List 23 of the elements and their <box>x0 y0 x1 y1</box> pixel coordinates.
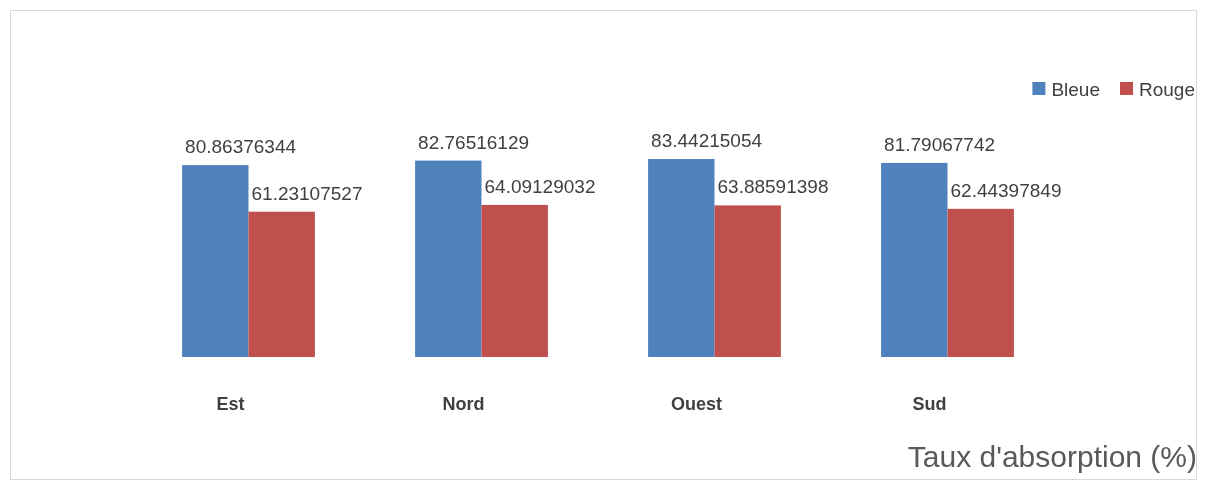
x-tick-label: Est <box>216 394 245 414</box>
data-label: 80.86376344 <box>185 136 297 158</box>
bar <box>182 165 249 357</box>
x-tick-label: Ouest <box>670 394 723 414</box>
data-label: 82.76516129 <box>418 131 530 153</box>
bar <box>248 211 315 357</box>
bar <box>714 205 781 357</box>
data-label: 63.88591398 <box>717 176 829 198</box>
bar <box>415 160 482 357</box>
x-axis-title: Taux d'absorption (%) <box>907 440 1197 473</box>
data-label: 61.23107527 <box>251 182 363 204</box>
legend-label: Bleue <box>1051 79 1100 100</box>
x-tick-label: Nord <box>442 394 485 414</box>
data-label: 62.44397849 <box>950 179 1062 201</box>
bar <box>881 162 948 357</box>
bar <box>648 159 715 357</box>
bar <box>481 204 548 357</box>
x-tick-label: Sud <box>912 394 947 414</box>
legend-label: Rouge <box>1139 79 1195 100</box>
data-label: 83.44215054 <box>651 130 763 151</box>
bar <box>947 208 1014 357</box>
data-label: 81.79067742 <box>884 133 996 155</box>
data-label: 64.09129032 <box>484 175 596 197</box>
